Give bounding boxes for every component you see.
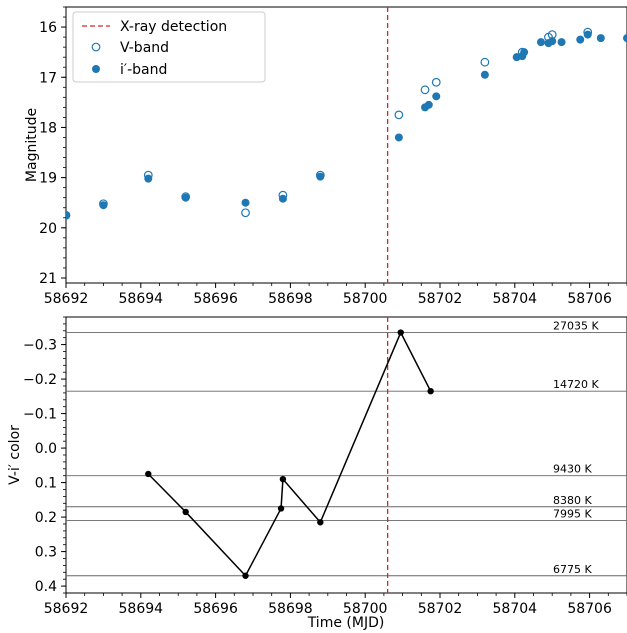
iband-point bbox=[424, 100, 433, 109]
magnitude-y-ticks: 16 17 18 19 20 21 bbox=[39, 6, 66, 287]
y-tick-label: 0.1 bbox=[35, 476, 57, 492]
x-tick-label: 58704 bbox=[493, 601, 538, 617]
color-y-axis-label: V-i′ color bbox=[7, 425, 23, 485]
legend-box bbox=[72, 11, 266, 83]
y-tick-label: 19 bbox=[39, 171, 57, 187]
vband-point bbox=[420, 85, 430, 95]
iband-point bbox=[480, 70, 489, 79]
iband-point bbox=[623, 34, 627, 43]
color-point bbox=[242, 572, 249, 579]
iband-point bbox=[432, 92, 441, 101]
magnitude-y-axis-label: Magnitude bbox=[24, 108, 40, 182]
legend-vband-label: V-band bbox=[120, 40, 169, 56]
temperature-label: 27035 K bbox=[553, 320, 599, 333]
color-point bbox=[397, 329, 404, 336]
temperature-label: 6775 K bbox=[553, 563, 592, 576]
iband-point bbox=[144, 174, 153, 183]
iband-point bbox=[576, 35, 585, 44]
legend-vband-swatch bbox=[91, 42, 101, 52]
x-tick-label: 58692 bbox=[44, 601, 89, 617]
color-point bbox=[317, 519, 324, 526]
color-point bbox=[279, 475, 287, 483]
y-tick-label: 0.4 bbox=[35, 579, 57, 595]
vband-point bbox=[480, 57, 490, 67]
magnitude-x-ticks: 58692 58694 58696 58698 58700 58702 58704 58706 bbox=[44, 283, 627, 307]
x-tick-label: 58692 bbox=[44, 291, 89, 307]
color-x-ticks: 58692 58694 58696 58698 58700 58702 58704 58706 bbox=[44, 593, 627, 617]
x-tick-label: 58706 bbox=[567, 291, 612, 307]
temperature-label: 9430 K bbox=[553, 463, 592, 476]
x-tick-label: 58696 bbox=[193, 291, 238, 307]
x-tick-label: 58700 bbox=[343, 291, 388, 307]
y-tick-label: −0.2 bbox=[23, 372, 57, 388]
iband-point bbox=[548, 37, 557, 46]
legend-xray-label: X-ray detection bbox=[120, 19, 227, 35]
legend-iband-label: i′-band bbox=[120, 62, 167, 78]
color-point bbox=[145, 470, 152, 478]
color-y-ticks: −0.3 −0.2 −0.1 0.0 0.1 0.2 0.3 0.4 bbox=[23, 316, 66, 595]
vband-point bbox=[394, 110, 404, 120]
color-line bbox=[147, 330, 432, 578]
magnitude-points bbox=[66, 27, 627, 220]
iband-point bbox=[583, 30, 592, 39]
iband-point bbox=[520, 48, 529, 57]
temperature-label: 8380 K bbox=[553, 494, 592, 507]
x-tick-label: 58704 bbox=[493, 291, 538, 307]
iband-point bbox=[557, 38, 566, 47]
temperature-label: 14720 K bbox=[553, 378, 599, 391]
legend-iband-swatch bbox=[92, 65, 100, 73]
x-tick-label: 58694 bbox=[119, 601, 164, 617]
color-point bbox=[182, 508, 189, 516]
y-tick-label: 20 bbox=[39, 221, 57, 237]
y-tick-label: −0.1 bbox=[23, 407, 57, 423]
x-tick-label: 58694 bbox=[119, 291, 164, 307]
y-tick-label: 17 bbox=[39, 70, 57, 86]
iband-point bbox=[316, 172, 325, 181]
x-tick-label: 58696 bbox=[193, 601, 238, 617]
legend: X-ray detection V-band i′-band bbox=[72, 11, 266, 83]
y-tick-label: 0.0 bbox=[35, 441, 57, 457]
y-tick-label: −0.3 bbox=[23, 338, 57, 354]
color-point bbox=[427, 387, 434, 395]
y-tick-label: 18 bbox=[39, 120, 57, 136]
iband-point bbox=[394, 133, 403, 142]
iband-point bbox=[596, 34, 605, 43]
color-point bbox=[277, 505, 285, 512]
x-tick-label: 58700 bbox=[343, 601, 388, 617]
iband-point bbox=[241, 198, 250, 207]
y-tick-label: 16 bbox=[39, 20, 57, 36]
color-plot-area bbox=[65, 316, 627, 594]
vband-point bbox=[431, 77, 441, 87]
iband-point bbox=[66, 211, 70, 220]
iband-point bbox=[536, 38, 545, 47]
x-tick-label: 58698 bbox=[268, 291, 313, 307]
vband-point bbox=[241, 208, 250, 218]
y-tick-label: 21 bbox=[39, 271, 57, 287]
iband-point bbox=[99, 201, 108, 210]
iband-point bbox=[278, 194, 287, 203]
y-tick-label: 0.2 bbox=[35, 510, 57, 526]
temperature-label: 7995 K bbox=[553, 508, 592, 521]
iband-point bbox=[181, 193, 190, 202]
y-tick-label: 0.3 bbox=[35, 545, 57, 561]
color-series bbox=[145, 329, 434, 579]
color-x-axis-label: Time (MJD) bbox=[307, 615, 385, 631]
magnitude-panel: 58692 58694 58696 58698 58700 58702 58704 58706… bbox=[24, 6, 627, 307]
x-tick-label: 58706 bbox=[567, 601, 612, 617]
x-tick-label: 58702 bbox=[418, 291, 463, 307]
x-tick-label: 58702 bbox=[418, 601, 463, 617]
x-tick-label: 58698 bbox=[268, 601, 313, 617]
